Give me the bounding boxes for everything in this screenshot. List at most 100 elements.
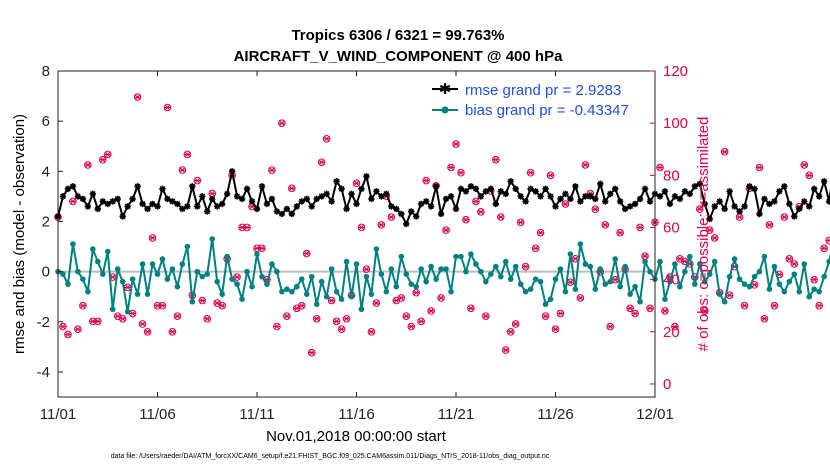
rmse-point [179, 205, 186, 213]
obs-possible-marker [561, 200, 570, 208]
bias-point [194, 268, 201, 275]
bias-point [507, 276, 514, 282]
bias-point [179, 261, 186, 267]
bias-point [497, 273, 504, 280]
bias-point [562, 288, 569, 295]
bias-point [259, 273, 265, 280]
obs-possible-marker [780, 213, 789, 221]
rmse-point [313, 195, 320, 203]
x-tick-label: 11/16 [338, 406, 374, 423]
bias-point [637, 298, 643, 305]
obs-assimilated-marker [751, 281, 758, 288]
bias-point [647, 268, 653, 275]
obs-possible-marker [327, 296, 336, 305]
x-axis-label: Nov.01,2018 00:00:00 start [266, 428, 447, 445]
bias-point [592, 286, 599, 292]
bias-point [139, 261, 146, 267]
obs-assimilated-marker [661, 307, 669, 314]
rmse-point [273, 208, 281, 215]
bias-point [642, 258, 648, 265]
rmse-point [243, 185, 251, 193]
rmse-point [472, 185, 480, 193]
bias-point [90, 246, 96, 252]
obs-assimilated-marker [149, 234, 156, 241]
obs-possible-marker [397, 294, 406, 302]
bias-point [239, 296, 245, 303]
rmse-point [59, 193, 67, 200]
rmse-point [527, 185, 534, 193]
rmse-point [761, 195, 768, 203]
bias-point [483, 278, 489, 285]
obs-assimilated-marker [806, 172, 813, 179]
bias-point [682, 268, 688, 275]
obs-assimilated-marker [218, 302, 226, 309]
obs-possible-marker [626, 304, 634, 313]
rmse-point [746, 183, 753, 190]
obs-possible-marker [377, 221, 386, 229]
obs-assimilated-marker [542, 313, 549, 320]
obs-possible-marker [168, 328, 177, 336]
obs-possible-marker [143, 328, 152, 336]
obs-assimilated-marker [119, 315, 126, 322]
bias-point [403, 271, 410, 277]
rmse-point [721, 205, 728, 213]
obs-assimilated-marker [318, 159, 325, 166]
bias-point [756, 268, 763, 275]
obs-possible-marker [820, 244, 828, 253]
rmse-point [447, 193, 455, 200]
rmse-point [825, 198, 830, 205]
rmse-point [582, 193, 589, 200]
obs-possible-marker [511, 320, 520, 328]
rmse-point [164, 195, 171, 203]
y-right-tick-label: 40 [663, 272, 680, 289]
obs-possible-marker [462, 215, 470, 224]
rmse-point [741, 203, 748, 210]
obs-assimilated-marker [522, 263, 529, 270]
obs-possible-marker [636, 223, 644, 232]
obs-assimilated-marker [408, 323, 415, 330]
x-tick-label: 11/01 [40, 406, 76, 423]
obs-assimilated-marker [293, 305, 300, 312]
bias-point [522, 288, 529, 295]
rmse-point [94, 205, 101, 213]
rmse-point [756, 210, 763, 218]
obs-assimilated-marker [139, 321, 146, 327]
bias-point [75, 268, 81, 275]
rmse-point [507, 178, 514, 185]
obs-assimilated-marker [114, 313, 121, 320]
chart-subtitle: AIRCRAFT_V_WIND_COMPONENT @ 400 hPa [234, 48, 564, 65]
obs-possible-marker [103, 150, 112, 159]
obs-assimilated-marker [577, 294, 584, 301]
y-right-tick-label: 120 [663, 63, 688, 80]
obs-possible-marker [541, 312, 550, 320]
bias-point [174, 283, 181, 290]
obs-possible-marker [760, 314, 769, 323]
bias-point [363, 273, 370, 280]
obs-assimilated-marker [79, 302, 87, 309]
obs-possible-marker [516, 218, 525, 227]
obs-possible-marker [387, 213, 396, 221]
obs-possible-marker [79, 301, 87, 310]
bias-point [488, 271, 494, 277]
bias-point [144, 291, 151, 297]
bias-point [358, 306, 365, 313]
rmse-point [781, 183, 788, 190]
obs-possible-marker [700, 307, 709, 315]
obs-possible-marker [203, 314, 212, 323]
bias-point [672, 261, 678, 267]
bias-point [517, 281, 524, 287]
bias-point [85, 288, 91, 295]
bias-point [801, 261, 808, 267]
bias-point [766, 286, 773, 292]
bias-point [294, 283, 300, 290]
obs-assimilated-marker [462, 216, 470, 223]
bias-point [811, 286, 817, 292]
bias-point [343, 258, 350, 265]
bias-point [632, 283, 638, 290]
obs-assimilated-marker [174, 313, 181, 320]
rmse-point [403, 220, 410, 228]
rmse-point [388, 203, 395, 210]
bias-point [582, 261, 589, 267]
obs-possible-marker [312, 314, 321, 323]
obs-assimilated-marker [104, 151, 111, 158]
